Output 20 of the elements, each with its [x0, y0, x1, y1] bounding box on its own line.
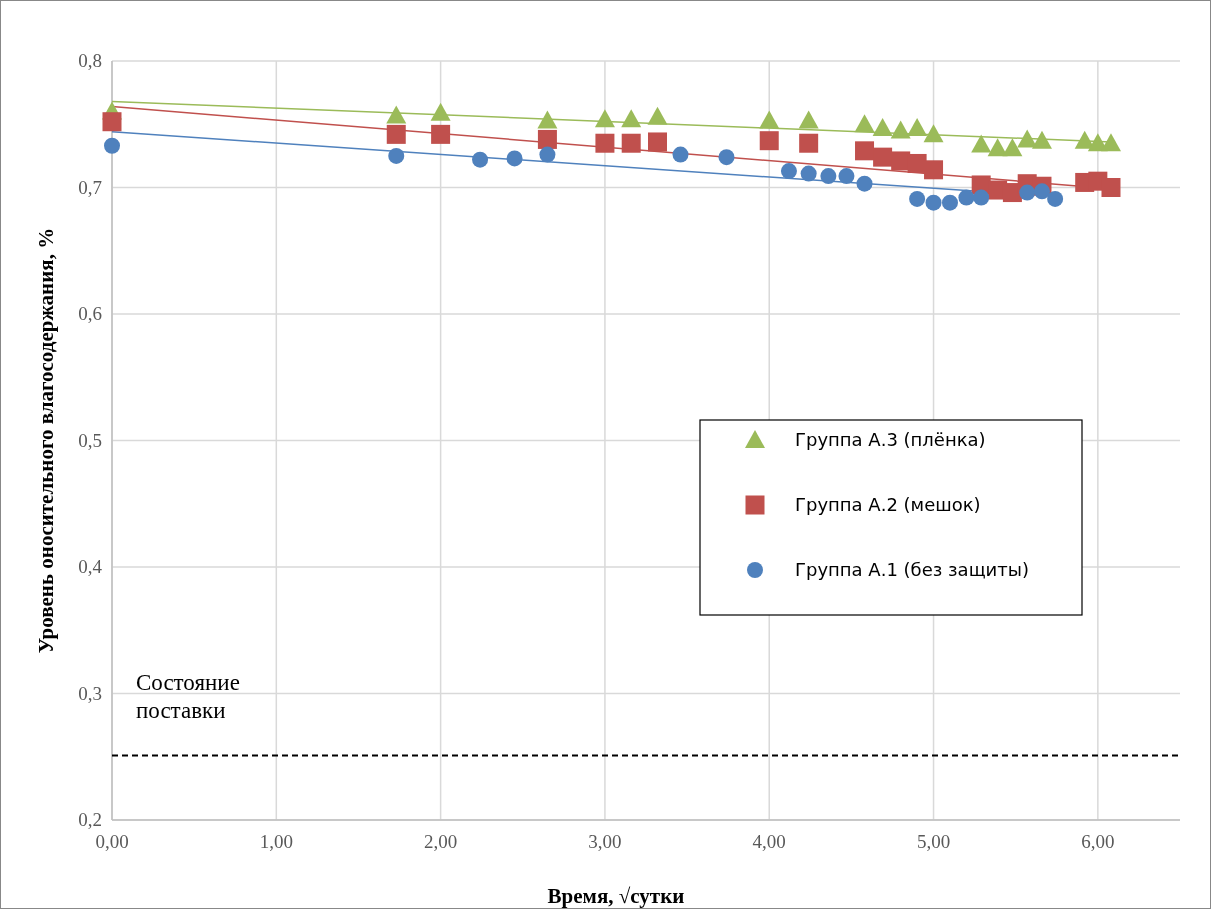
y-tick-label: 0,4: [78, 556, 103, 577]
y-tick-label: 0,7: [78, 176, 102, 198]
legend-label: Группа А.1 (без защиты): [795, 559, 1030, 580]
ref-line-label: Состояние поставки: [136, 670, 240, 724]
x-tick-label: 6,00: [1081, 831, 1115, 852]
y-tick-label: 0,5: [78, 429, 102, 451]
x-tick-label: 3,00: [588, 831, 622, 852]
legend-label: Группа А.2 (мешок): [795, 494, 981, 515]
y-tick-label: 0,6: [78, 303, 102, 324]
x-axis-title: Время, √сутки: [547, 884, 685, 908]
y-tick-label: 0,3: [78, 682, 102, 704]
x-tick-label: 2,00: [423, 831, 458, 852]
legend-label: Группа А.3 (плёнка): [795, 429, 986, 450]
y-tick-label: 0,2: [78, 809, 102, 830]
x-tick-label: 0,00: [95, 831, 129, 852]
x-tick-label: 1,00: [259, 831, 293, 852]
x-tick-label: 5,00: [916, 831, 951, 852]
x-tick-label: 4,00: [752, 831, 786, 852]
y-axis-title: Уровень оносительного влагосодержания, %: [34, 227, 58, 654]
y-tick-label: 0,8: [78, 50, 102, 71]
